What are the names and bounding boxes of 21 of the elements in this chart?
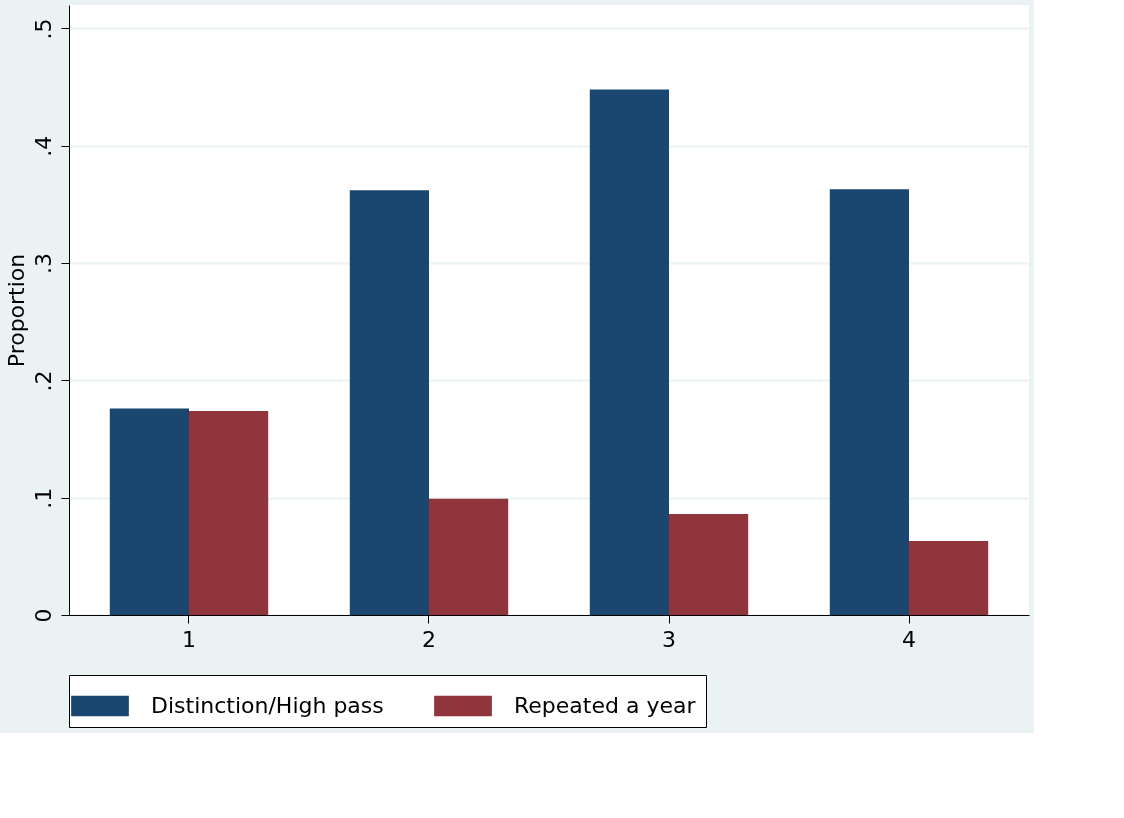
bar [429, 498, 509, 615]
x-tick-label: 4 [902, 626, 916, 652]
y-tick-label: .4 [30, 135, 56, 157]
legend-label: Distinction/High pass [151, 693, 384, 718]
bar [669, 514, 749, 615]
y-tick-label: .3 [30, 253, 56, 275]
x-tick-label: 1 [182, 626, 196, 652]
legend-label: Repeated a year [514, 693, 697, 718]
y-tick-label: .5 [30, 18, 56, 40]
y-tick-label: 0 [30, 608, 56, 623]
y-tick-label: .1 [30, 487, 56, 509]
x-tick-label: 3 [662, 626, 676, 652]
x-tick-label: 2 [422, 626, 436, 652]
y-tick-label: .2 [30, 370, 56, 392]
bar [349, 190, 429, 615]
bar [909, 541, 989, 615]
bar [109, 408, 189, 615]
bar [829, 189, 909, 615]
bar [589, 89, 669, 615]
y-axis-title: Proportion [3, 253, 29, 368]
bar [189, 410, 269, 615]
